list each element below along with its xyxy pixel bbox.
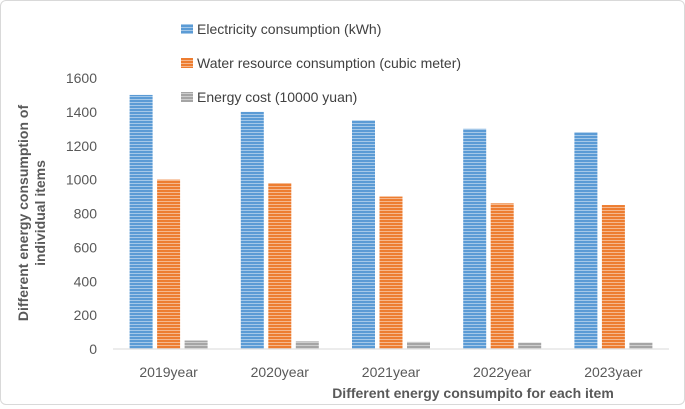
bar-2021year-series-2 — [407, 341, 430, 349]
bar-2022year-series-2 — [518, 342, 542, 349]
bar-2020year-series-0 — [240, 111, 264, 349]
x-tick-label: 2020year — [251, 364, 310, 380]
x-axis-label: Different energy consumpito for each ite… — [332, 385, 614, 401]
x-tick-label: 2019year — [139, 364, 198, 380]
bar-2019year-series-2 — [184, 340, 208, 349]
y-axis-ticks: 0 200 400 600 800 1000 1200 1400 1600 — [66, 70, 97, 357]
y-axis-label-line: Different energy consumption of — [15, 105, 31, 322]
bar-2023yaer-series-2 — [629, 342, 653, 349]
x-tick-label: 2023yaer — [584, 364, 643, 380]
legend-label: Electricity consumption (kWh) — [197, 21, 381, 37]
bar-2022year-series-0 — [463, 128, 487, 349]
legend-swatch — [181, 92, 193, 102]
bars — [129, 94, 653, 349]
y-tick-label: 800 — [74, 206, 98, 222]
legend-swatch — [181, 58, 193, 68]
bar-2019year-series-0 — [129, 94, 153, 349]
bar-2019year-series-1 — [157, 179, 181, 349]
bar-2021year-series-1 — [379, 196, 403, 349]
x-axis-ticks: 2019year 2020year 2021year 2022year 2023yaer — [139, 364, 643, 380]
legend-label: Water resource consumption (cubic meter) — [197, 55, 461, 71]
bar-2023yaer-series-1 — [601, 205, 625, 349]
y-axis-label-line: individual items — [32, 160, 48, 266]
y-tick-label: 400 — [74, 273, 98, 289]
bar-2022year-series-1 — [490, 203, 514, 349]
x-tick-label: 2022year — [473, 364, 532, 380]
y-tick-label: 1600 — [66, 70, 97, 86]
legend: Electricity consumption (kWh) Water resou… — [181, 21, 461, 105]
bar-2021year-series-0 — [352, 120, 375, 349]
y-tick-label: 1400 — [66, 104, 97, 120]
x-tick-label: 2021year — [362, 364, 421, 380]
legend-label: Energy cost (10000 yuan) — [197, 89, 357, 105]
bar-2023yaer-series-0 — [574, 132, 598, 349]
y-tick-label: 1200 — [66, 138, 97, 154]
y-tick-label: 1000 — [66, 172, 97, 188]
y-tick-label: 600 — [74, 239, 98, 255]
bar-2020year-series-2 — [295, 341, 319, 349]
bar-2020year-series-1 — [268, 183, 292, 349]
y-tick-label: 0 — [89, 341, 97, 357]
y-tick-label: 200 — [74, 307, 98, 323]
legend-swatch — [181, 24, 193, 34]
